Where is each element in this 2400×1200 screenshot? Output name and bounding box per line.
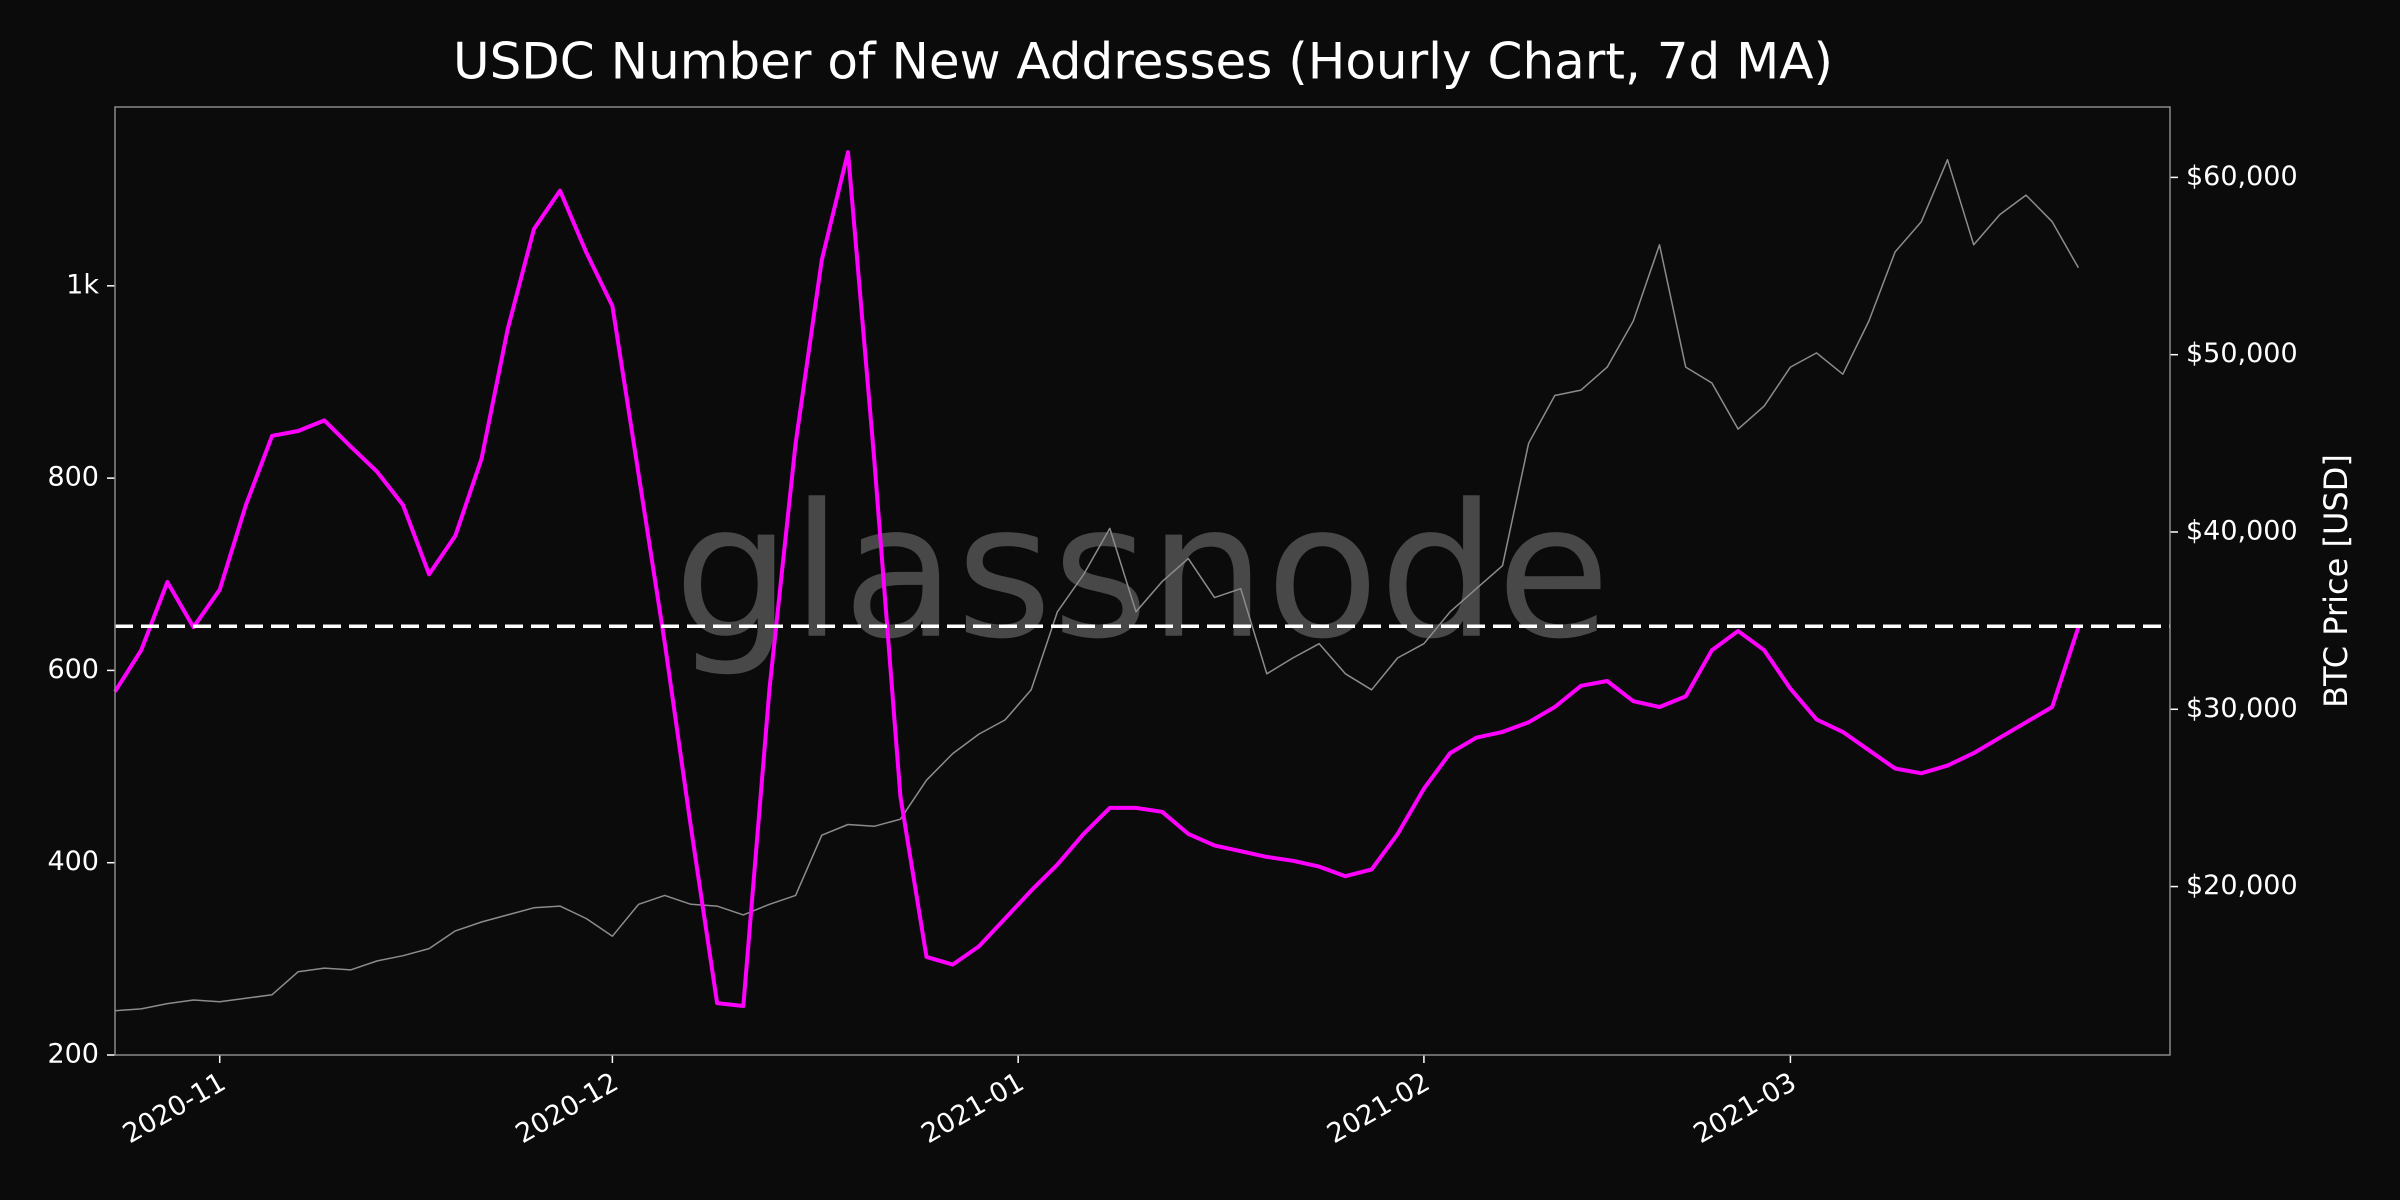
y2-tick-label: $20,000 <box>2186 870 2298 901</box>
y2-tick-label: $50,000 <box>2186 338 2298 369</box>
y2-tick-label: $60,000 <box>2186 161 2298 192</box>
y-tick-label: 400 <box>47 846 99 877</box>
y2-tick-label: $30,000 <box>2186 693 2298 724</box>
watermark: glassnode <box>674 464 1611 680</box>
y-tick-label: 1k <box>66 269 99 300</box>
plot-frame <box>114 106 2171 1056</box>
btc-price-line <box>114 158 2080 1012</box>
y-tick-label: 200 <box>47 1039 99 1070</box>
y-tick-label: 800 <box>47 462 99 493</box>
new-addresses-line <box>113 150 2081 1008</box>
y-tick-label: 600 <box>47 654 99 685</box>
chart-title: USDC Number of New Addresses (Hourly Cha… <box>453 33 1833 91</box>
y2-tick-label: $40,000 <box>2186 515 2298 546</box>
y2-axis-label: BTC Price [USD] <box>2317 454 2355 708</box>
